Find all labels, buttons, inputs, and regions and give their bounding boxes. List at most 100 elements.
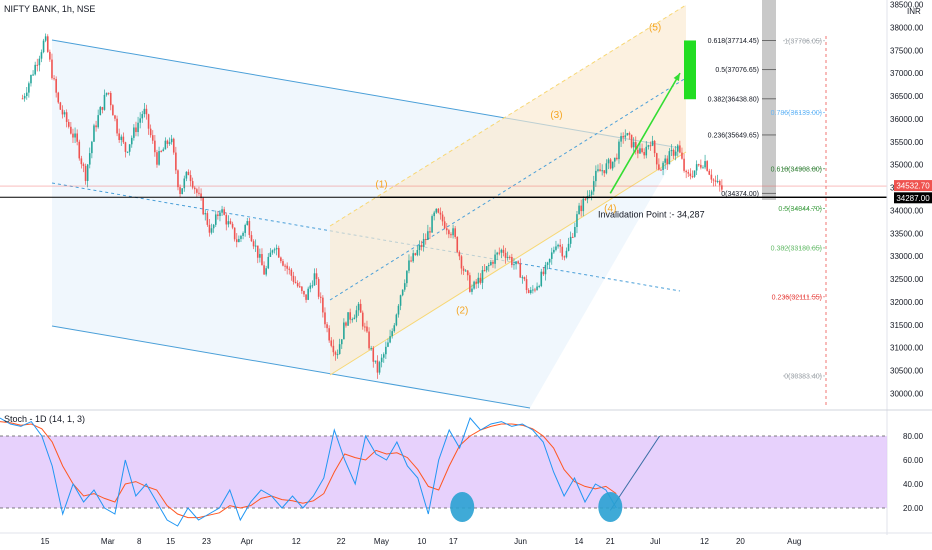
candle-body [716,181,719,183]
price-axis[interactable] [887,0,932,410]
candle-body [559,244,561,247]
candle-body [557,244,559,247]
candle-body [120,136,123,140]
candle-body [506,256,509,258]
fib-extension-label: 0(34374.00) [721,191,759,198]
candle-body [613,157,616,162]
rising-channel-mid [329,77,687,301]
candle-body [685,170,687,173]
fib-retracement-label: 0.382(33180.65) [771,245,822,252]
price-tick-label: 37500.00 [890,46,924,55]
candle-body [515,261,517,265]
candle-body [42,40,45,53]
candle-body [595,170,597,182]
time-axis-ticks: 15 Mar 8 15 23 Apr 12 22 May 10 17 Jun 14 21 Jul 12 20 Au… [41,537,802,546]
candle-body [49,51,51,60]
candle-body [340,339,343,345]
candle-body [368,331,370,349]
candle-body [65,112,68,122]
candle-body [683,158,685,171]
time-tick-label: 12 [700,537,709,546]
candle-body [718,181,721,186]
candle-body [628,133,631,135]
candle-body [355,310,358,318]
candle-body [372,348,375,362]
fib-extension-label: 0.618(37714.45) [708,38,759,45]
candle-body [658,164,660,170]
candle-body [326,324,328,329]
candle-body [639,148,641,154]
candle-body [397,305,400,315]
candle-body [67,121,70,127]
candle-body [416,250,419,256]
price-tick-label: 35000.00 [890,161,924,170]
price-tick-label: 33000.00 [890,252,924,261]
candle-body [223,209,225,215]
candle-body [490,261,492,266]
candle-body [697,164,700,166]
candle-body [330,340,333,346]
candle-body [721,185,723,190]
candle-body [137,122,139,133]
candle-body [32,74,34,76]
candle-body [122,136,125,143]
candle-body [38,58,41,66]
candle-body [624,135,627,138]
candle-body [357,303,360,311]
candle-body [23,96,26,99]
invalidation-price-label: 34287.00 [896,194,930,203]
candle-body [632,142,635,148]
candle-body [385,346,387,355]
candle-body [553,249,555,253]
fib-extension-label: 0.236(35649.65) [708,132,759,139]
candle-body [210,228,213,233]
candle-body [708,170,711,175]
candle-body [273,249,276,251]
candle-body [643,151,645,156]
candle-body [151,135,154,141]
candle-body [521,277,524,279]
candle-body [109,93,112,106]
candle-body [597,169,599,171]
candle-body [212,224,215,229]
candle-body [420,244,423,247]
time-tick-label: 15 [166,537,175,546]
time-tick-label: May [374,537,389,546]
candle-body [649,145,652,147]
candle-body [187,171,190,176]
candle-body [496,252,498,255]
oversold-highlight-circle [598,492,623,522]
stoch-k-line [0,417,617,527]
candle-body [250,235,253,242]
candle-body [219,212,221,217]
candle-body [95,125,97,128]
time-tick-label: Apr [241,537,254,546]
candle-body [605,163,608,174]
candle-body [448,230,450,235]
fib-extension-levels: 0.618(37714.45) 0.5(37076.65) 0.382(36438.… [708,38,776,198]
candle-body [616,157,618,160]
candle-body [158,151,160,165]
candle-body [311,285,314,287]
candle-body [82,164,85,166]
candle-body [378,362,381,373]
candle-body [380,357,383,363]
stochastic-pane[interactable]: 20.00 40.00 60.00 80.00 [0,417,924,527]
candle-body [286,265,288,269]
candle-body [193,187,196,190]
candle-body [126,151,129,153]
time-tick-label: 12 [292,537,301,546]
candle-body [641,148,643,152]
candle-body [338,344,341,355]
candle-body [353,317,356,320]
candle-body [664,158,666,163]
time-tick-label: 20 [736,537,745,546]
candle-body [540,271,543,287]
candle-body [254,245,257,247]
wave-label: (2) [456,305,468,316]
candle-body [298,286,301,288]
candle-body [336,354,339,356]
candle-body [208,224,211,233]
candle-body [347,312,349,326]
